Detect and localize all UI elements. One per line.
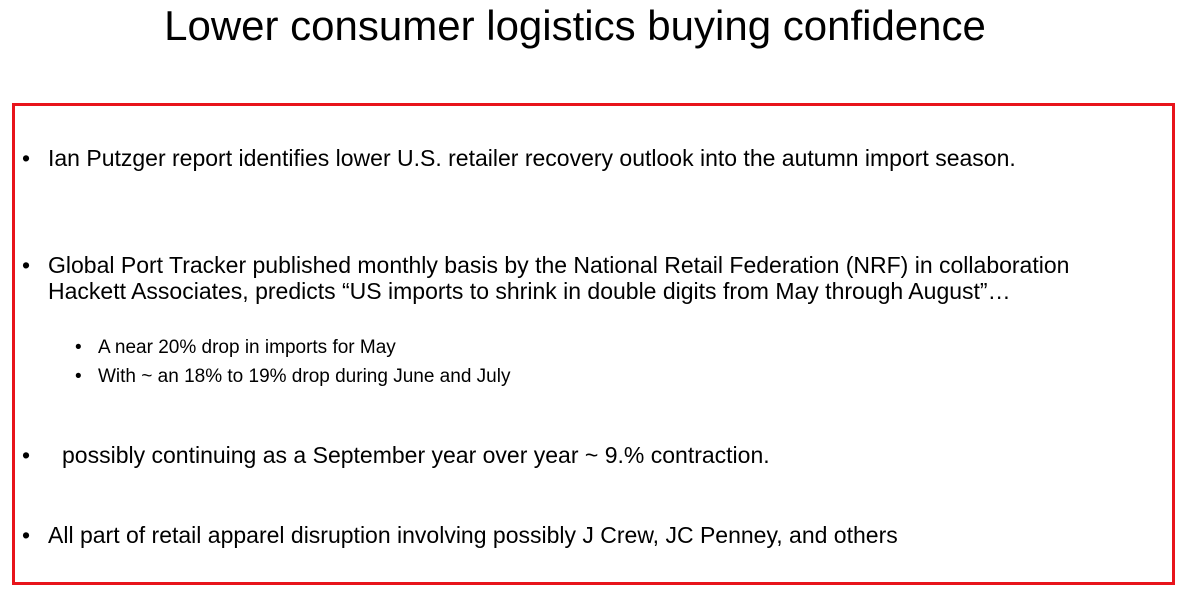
bullet-dot: • [22, 252, 31, 278]
bullet-dot: • [75, 366, 82, 387]
sub-bullet-text: With ~ an 18% to 19% drop during June an… [98, 366, 511, 387]
bullet: • possibly continuing as a September yea… [22, 442, 1142, 468]
bullet-dot: • [75, 337, 82, 358]
sub-bullet: • With ~ an 18% to 19% drop during June … [75, 365, 975, 389]
sub-bullet: • A near 20% drop in imports for May [75, 336, 975, 360]
slide-title: Lower consumer logistics buying confiden… [164, 2, 986, 49]
bullet-dot: • [22, 522, 31, 548]
bullet-text: Global Port Tracker published monthly ba… [48, 252, 1070, 304]
bullet-text: All part of retail apparel disruption in… [48, 522, 898, 548]
bullet: • All part of retail apparel disruption … [22, 522, 1142, 548]
bullet-text: possibly continuing as a September year … [62, 442, 770, 468]
bullet-text: Ian Putzger report identifies lower U.S.… [48, 145, 1016, 171]
bullet: • Global Port Tracker published monthly … [22, 252, 1142, 304]
sub-bullet-text: A near 20% drop in imports for May [98, 337, 396, 358]
bullet-dot: • [22, 442, 31, 468]
highlight-box [12, 103, 1175, 585]
bullet: • Ian Putzger report identifies lower U.… [22, 145, 1142, 171]
bullet-dot: • [22, 145, 31, 171]
